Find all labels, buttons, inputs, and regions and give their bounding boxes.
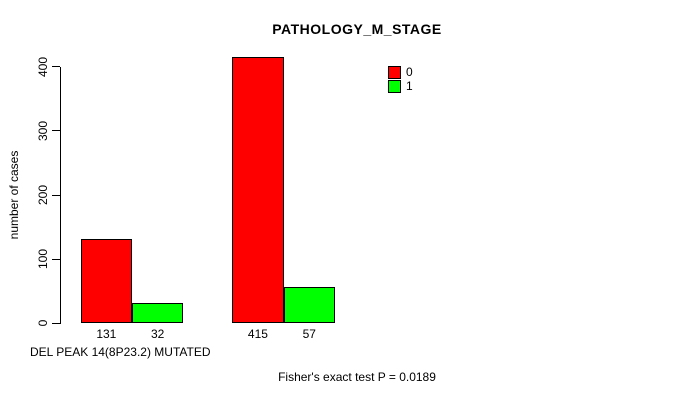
bar [80, 239, 132, 324]
bar [283, 286, 335, 324]
bar-value-label: 415 [247, 327, 268, 342]
y-axis-tick [52, 130, 60, 132]
y-axis-line [60, 67, 61, 324]
bar-value-label: 32 [150, 327, 165, 342]
bar [132, 302, 184, 324]
bar-value-label: 57 [302, 327, 316, 342]
y-axis-tick [52, 66, 60, 68]
legend-swatch [388, 80, 401, 93]
x-axis-label: DEL PEAK 14(8P23.2) MUTATED [30, 345, 211, 359]
footnote-fisher-test: Fisher's exact test P = 0.0189 [278, 370, 436, 384]
legend-label: 1 [406, 79, 413, 93]
y-axis-tick [52, 194, 60, 196]
legend-swatch [388, 66, 401, 79]
y-axis-tick [52, 322, 60, 324]
chart-title: PATHOLOGY_M_STAGE [272, 21, 442, 37]
bar [232, 57, 284, 324]
y-axis-tick [52, 258, 60, 260]
legend-label: 0 [406, 65, 413, 79]
bar-value-label: 131 [96, 327, 117, 342]
